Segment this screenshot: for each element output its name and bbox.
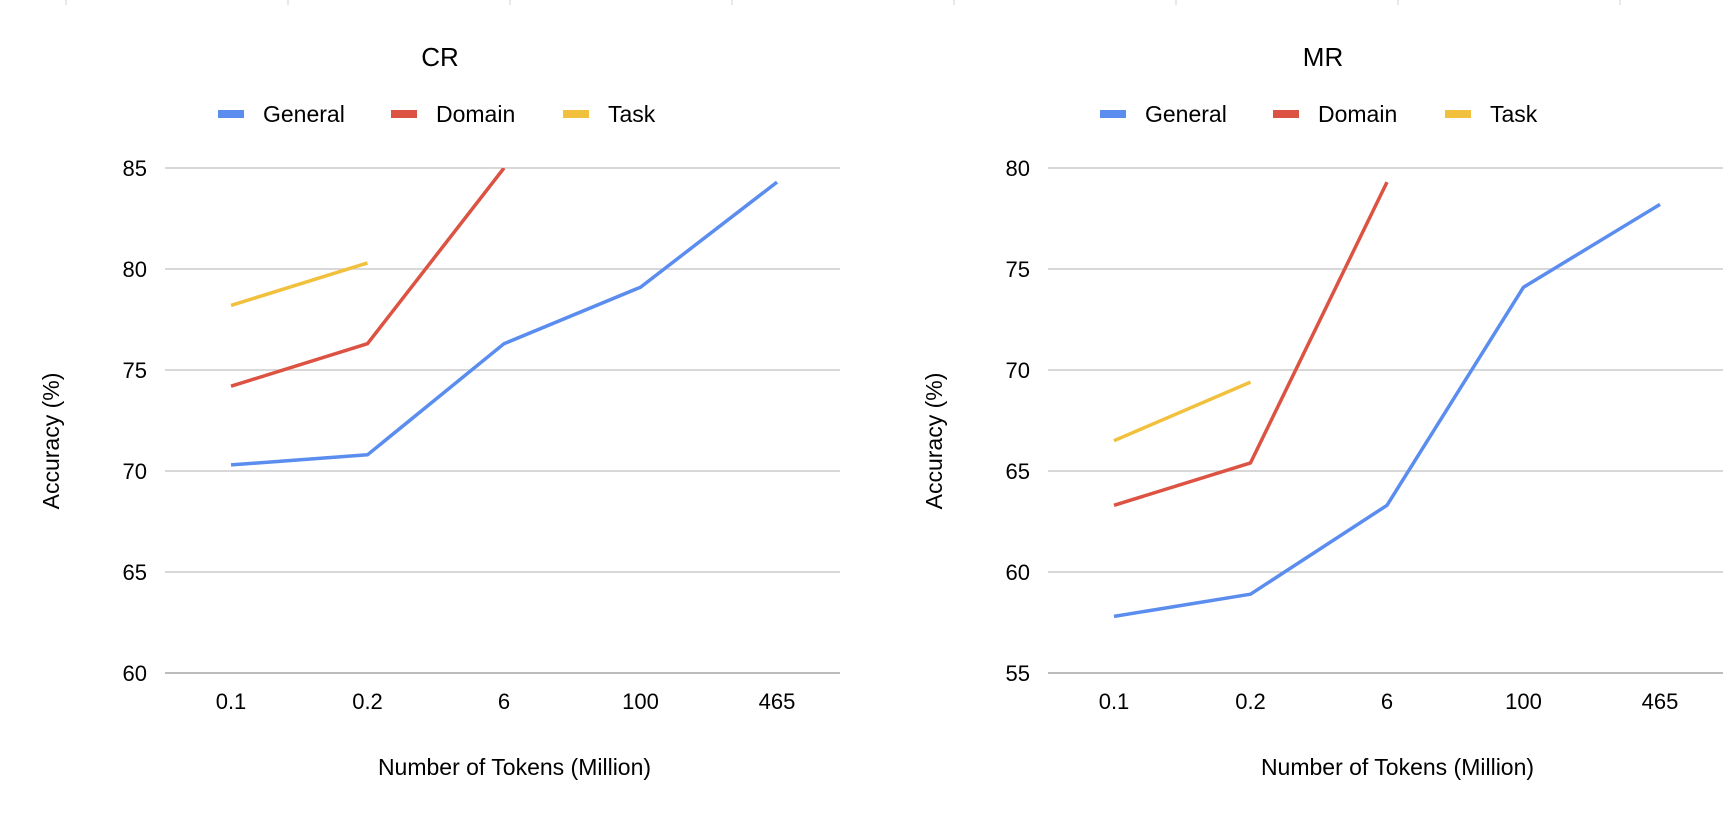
- y-tick-label: 60: [1006, 560, 1030, 585]
- x-tick-label: 465: [1642, 689, 1679, 714]
- legend-label-task: Task: [608, 101, 656, 127]
- y-tick-label: 55: [1006, 661, 1030, 686]
- x-tick-label: 0.1: [1099, 689, 1130, 714]
- series-line-general: [230, 180, 779, 467]
- y-tick-label: 75: [1006, 257, 1030, 282]
- series-line-domain: [230, 168, 506, 388]
- y-tick-label: 70: [1006, 358, 1030, 383]
- y-tick-label: 65: [123, 560, 147, 585]
- legend-label-task: Task: [1490, 101, 1538, 127]
- y-tick-label: 70: [123, 459, 147, 484]
- x-tick-label: 100: [1505, 689, 1542, 714]
- chart-title: CR: [421, 42, 459, 72]
- y-tick-label: 65: [1006, 459, 1030, 484]
- legend-label-domain: Domain: [436, 101, 515, 127]
- legend-label-general: General: [1145, 101, 1227, 127]
- y-tick-label: 80: [123, 257, 147, 282]
- x-tick-label: 0.2: [352, 689, 383, 714]
- y-tick-label: 80: [1006, 156, 1030, 181]
- x-tick-label: 465: [759, 689, 796, 714]
- x-axis-label: Number of Tokens (Million): [1261, 754, 1534, 780]
- y-axis-label: Accuracy (%): [38, 373, 64, 510]
- x-tick-label: 100: [622, 689, 659, 714]
- y-tick-label: 85: [123, 156, 147, 181]
- legend-label-domain: Domain: [1318, 101, 1397, 127]
- x-tick-label: 6: [498, 689, 510, 714]
- x-tick-label: 6: [1381, 689, 1393, 714]
- x-axis-label: Number of Tokens (Million): [378, 754, 651, 780]
- x-tick-label: 0.2: [1235, 689, 1266, 714]
- y-axis-label: Accuracy (%): [921, 373, 947, 510]
- series-line-task: [230, 261, 369, 308]
- x-tick-label: 0.1: [216, 689, 247, 714]
- chart-panel-mr: MR General Domain Task 55 60 65 70 75 80 0.1 0.2 6 10…: [921, 42, 1723, 780]
- chart-title: MR: [1303, 42, 1343, 72]
- legend-label-general: General: [263, 101, 345, 127]
- series-line-domain: [1113, 181, 1389, 507]
- chart-panel-cr: CR General Domain Task 60 65 70 75 80 85 0.1 0.2 6 10…: [38, 42, 840, 780]
- series-line-task: [1113, 380, 1252, 443]
- series-line-general: [1113, 202, 1661, 619]
- y-tick-label: 60: [123, 661, 147, 686]
- y-tick-label: 75: [123, 358, 147, 383]
